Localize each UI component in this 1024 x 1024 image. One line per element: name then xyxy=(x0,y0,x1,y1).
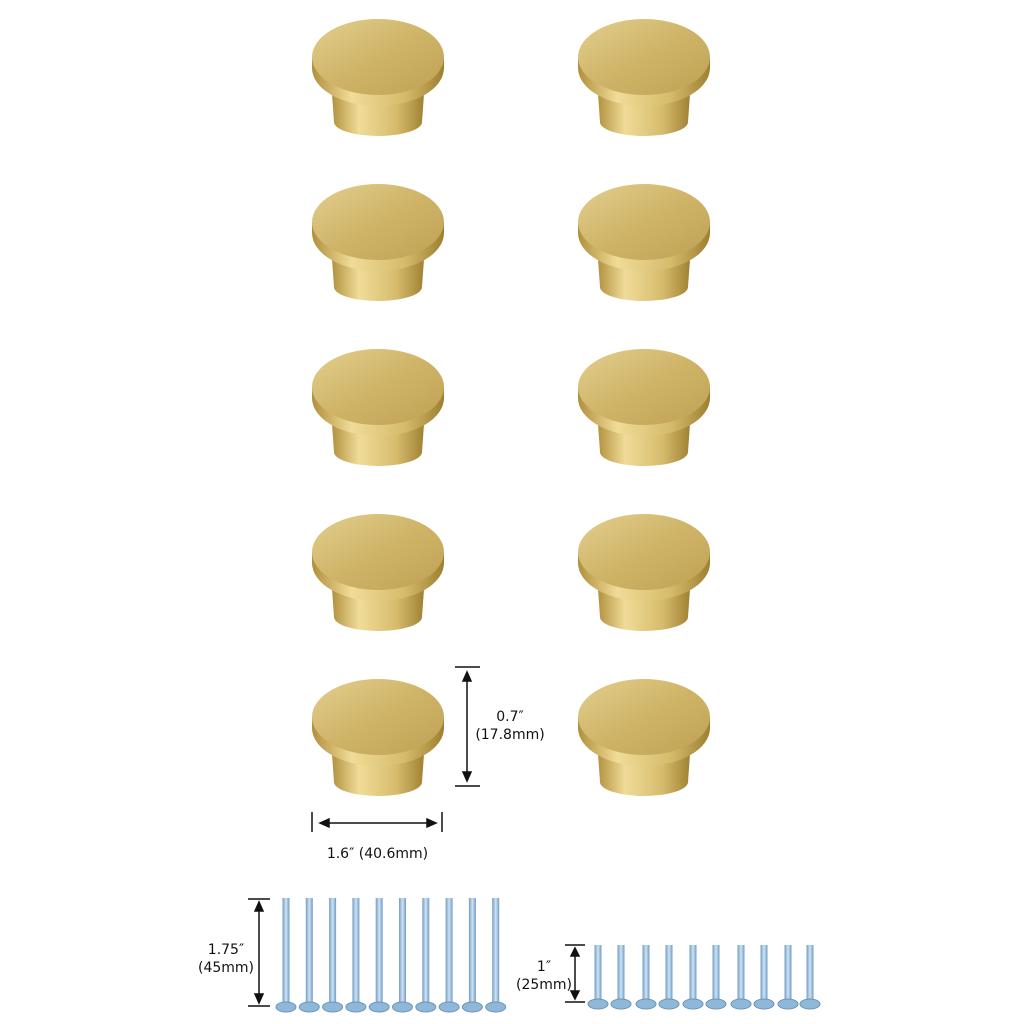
arrowhead-down xyxy=(461,771,473,783)
arrowhead-down xyxy=(253,993,265,1005)
screw xyxy=(610,945,632,1010)
arrowhead-down xyxy=(569,990,581,1001)
cabinet-knob xyxy=(312,184,444,301)
screw xyxy=(298,898,320,1013)
screw xyxy=(705,945,727,1010)
arrowhead-up xyxy=(569,946,581,957)
screw xyxy=(275,898,297,1013)
cabinet-knob xyxy=(578,679,710,796)
short-screw-label: 1″ (25mm) xyxy=(514,958,574,994)
screw xyxy=(753,945,775,1010)
short-screw-inches: 1″ xyxy=(536,959,552,975)
long-screw-mm: (45mm) xyxy=(197,960,254,976)
screw xyxy=(368,898,390,1013)
short-screw-mm: (25mm) xyxy=(515,977,572,993)
knob-height-label: 0.7″ (17.8mm) xyxy=(470,708,550,744)
long-screw-inches: 1.75″ xyxy=(207,942,245,958)
cabinet-knob xyxy=(578,349,710,466)
screw xyxy=(587,945,609,1010)
screw xyxy=(345,898,367,1013)
screw xyxy=(461,898,483,1013)
knob-diameter-label: 1.6″ (40.6mm) xyxy=(326,846,429,862)
screw xyxy=(392,898,413,1013)
screw xyxy=(777,945,799,1010)
cabinet-knob xyxy=(312,19,444,136)
long-screw-label: 1.75″ (45mm) xyxy=(196,941,256,977)
knob-height-mm: (17.8mm) xyxy=(475,727,545,743)
cabinet-knob xyxy=(578,184,710,301)
screw xyxy=(730,945,752,1010)
screw xyxy=(322,898,344,1013)
cabinet-knob xyxy=(312,514,444,631)
screw xyxy=(485,898,507,1013)
cabinet-knob xyxy=(578,514,710,631)
screw xyxy=(438,898,460,1013)
knob-height-inches: 0.7″ xyxy=(496,709,524,725)
cabinet-knob xyxy=(312,349,444,466)
screw xyxy=(799,945,821,1010)
dimension-lines xyxy=(248,666,585,1007)
arrowhead-up xyxy=(253,900,265,912)
arrowhead-left xyxy=(318,817,330,829)
screw xyxy=(635,945,657,1010)
screw xyxy=(658,945,680,1010)
screw xyxy=(415,898,437,1013)
cabinet-knob xyxy=(578,19,710,136)
arrowhead-right xyxy=(426,817,438,829)
screw xyxy=(682,945,704,1010)
arrowhead-up xyxy=(461,670,473,682)
cabinet-knob xyxy=(312,679,444,796)
